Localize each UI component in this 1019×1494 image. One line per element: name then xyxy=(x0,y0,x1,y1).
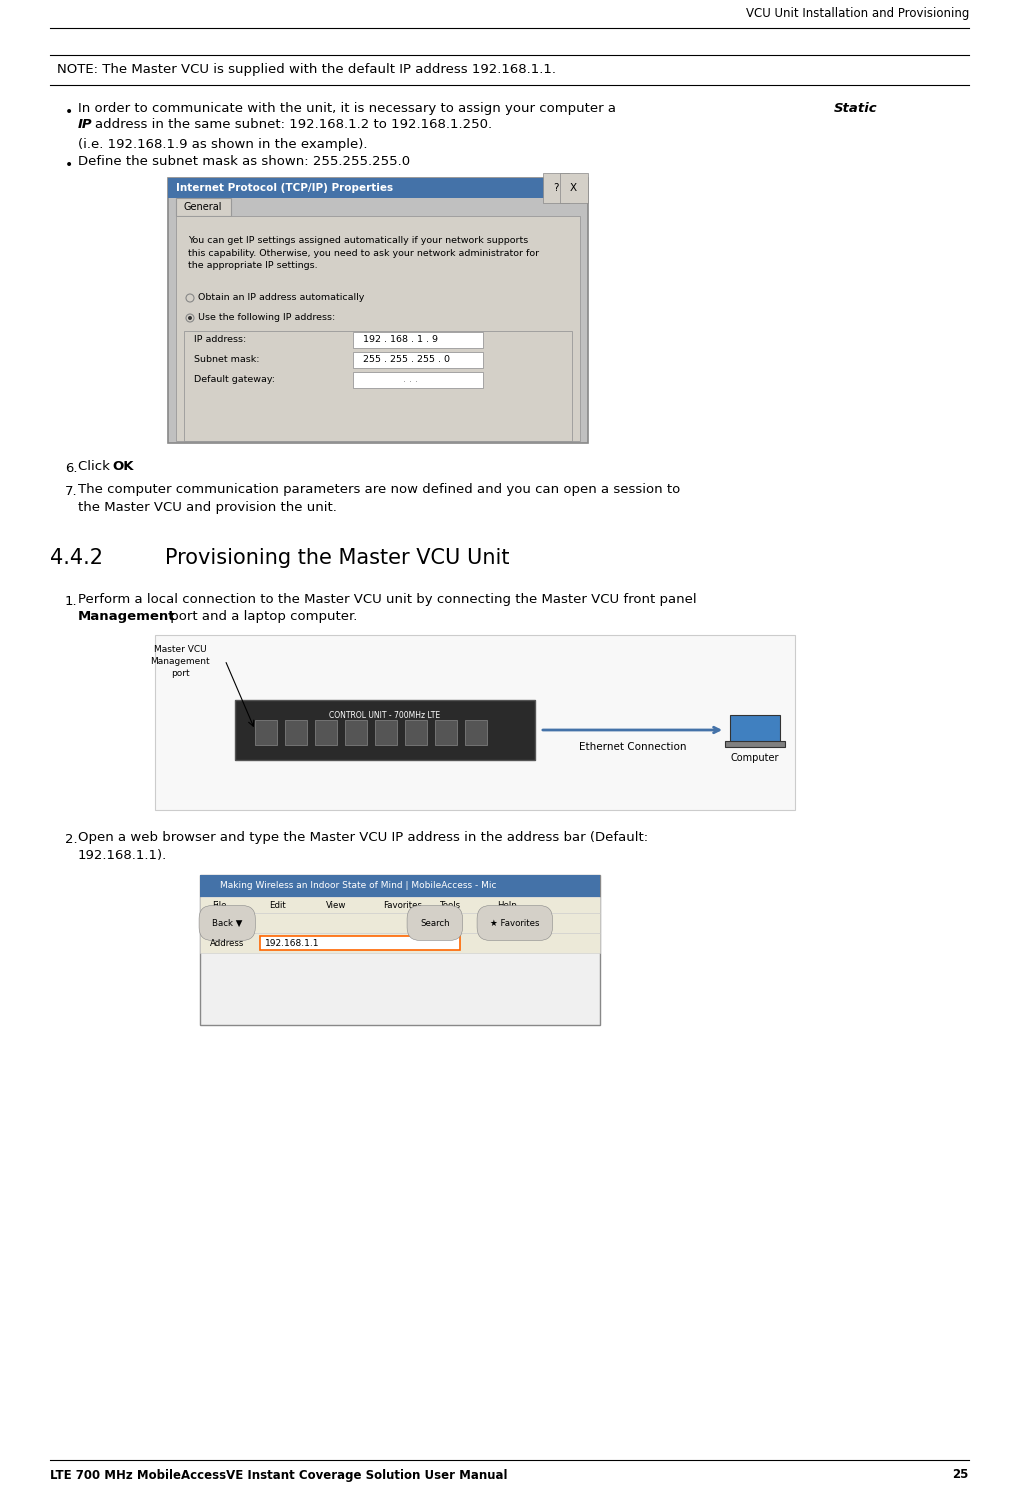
Bar xyxy=(435,720,457,746)
Bar xyxy=(255,720,277,746)
Text: Making Wireless an Indoor State of Mind | MobileAccess - Mic: Making Wireless an Indoor State of Mind … xyxy=(220,881,496,890)
Text: 255 . 255 . 255 . 0: 255 . 255 . 255 . 0 xyxy=(363,356,450,365)
Text: LTE 700 MHz MobileAccessVE Instant Coverage Solution User Manual: LTE 700 MHz MobileAccessVE Instant Cover… xyxy=(50,1469,507,1482)
Bar xyxy=(184,332,572,441)
Text: Use the following IP address:: Use the following IP address: xyxy=(198,314,335,323)
Text: Favorites: Favorites xyxy=(383,901,422,910)
Text: address in the same subnet: 192.168.1.2 to 192.168.1.250.: address in the same subnet: 192.168.1.2 … xyxy=(95,118,492,131)
Text: . . .: . . . xyxy=(403,375,418,384)
Bar xyxy=(235,701,535,760)
Bar xyxy=(200,913,600,932)
Text: port and a laptop computer.: port and a laptop computer. xyxy=(166,610,358,623)
Text: •: • xyxy=(65,105,73,120)
Text: Perform a local connection to the Master VCU unit by connecting the Master VCU f: Perform a local connection to the Master… xyxy=(78,593,697,607)
Text: VCU Unit Installation and Provisioning: VCU Unit Installation and Provisioning xyxy=(746,7,969,21)
Text: 25: 25 xyxy=(953,1469,969,1482)
Text: You can get IP settings assigned automatically if your network supports
this cap: You can get IP settings assigned automat… xyxy=(187,236,539,270)
Text: View: View xyxy=(326,901,346,910)
Text: Click: Click xyxy=(78,460,114,474)
FancyBboxPatch shape xyxy=(168,178,588,444)
Bar xyxy=(465,720,487,746)
Bar xyxy=(730,716,780,743)
Text: (i.e. 192.168.1.9 as shown in the example).: (i.e. 192.168.1.9 as shown in the exampl… xyxy=(78,137,368,151)
Text: Define the subnet mask as shown: 255.255.255.0: Define the subnet mask as shown: 255.255… xyxy=(78,155,410,167)
FancyBboxPatch shape xyxy=(176,199,231,217)
Bar xyxy=(353,332,483,348)
Text: Static: Static xyxy=(834,102,877,115)
Bar xyxy=(353,353,483,368)
Text: Search: Search xyxy=(420,919,449,928)
Bar xyxy=(375,720,397,746)
Text: X: X xyxy=(570,182,577,193)
Bar xyxy=(168,178,588,199)
Text: Help: Help xyxy=(497,901,517,910)
Text: Provisioning the Master VCU Unit: Provisioning the Master VCU Unit xyxy=(165,548,510,568)
Text: 192.168.1.1: 192.168.1.1 xyxy=(265,938,320,947)
Text: ★ Favorites: ★ Favorites xyxy=(490,919,539,928)
Text: Obtain an IP address automatically: Obtain an IP address automatically xyxy=(198,293,365,302)
Text: .: . xyxy=(130,460,135,474)
Text: 7.: 7. xyxy=(65,486,77,498)
Text: OK: OK xyxy=(112,460,133,474)
Bar xyxy=(345,720,367,746)
Bar xyxy=(155,635,795,810)
Bar xyxy=(260,937,460,950)
Text: Default gateway:: Default gateway: xyxy=(194,375,275,384)
Text: The computer communication parameters are now defined and you can open a session: The computer communication parameters ar… xyxy=(78,483,681,514)
Text: General: General xyxy=(183,202,222,212)
Bar xyxy=(315,720,337,746)
Text: 1.: 1. xyxy=(65,595,77,608)
FancyBboxPatch shape xyxy=(200,875,600,1025)
Text: Edit: Edit xyxy=(269,901,285,910)
Text: ?: ? xyxy=(553,182,558,193)
Text: In order to communicate with the unit, it is necessary to assign your computer a: In order to communicate with the unit, i… xyxy=(78,102,621,115)
Text: 6.: 6. xyxy=(65,462,77,475)
Text: IP address:: IP address: xyxy=(194,336,247,345)
Text: IP: IP xyxy=(78,118,93,131)
Bar xyxy=(200,932,600,953)
Text: 192 . 168 . 1 . 9: 192 . 168 . 1 . 9 xyxy=(363,336,438,345)
Text: Ethernet Connection: Ethernet Connection xyxy=(579,743,686,751)
Text: Computer: Computer xyxy=(731,753,780,763)
Bar xyxy=(200,875,600,896)
Text: File: File xyxy=(212,901,226,910)
Text: Back ▼: Back ▼ xyxy=(212,919,243,928)
Text: Management: Management xyxy=(78,610,175,623)
Bar xyxy=(353,372,483,388)
Bar xyxy=(725,741,785,747)
Bar xyxy=(285,720,307,746)
Text: Address: Address xyxy=(210,938,245,947)
Text: Open a web browser and type the Master VCU IP address in the address bar (Defaul: Open a web browser and type the Master V… xyxy=(78,831,648,862)
Text: Subnet mask:: Subnet mask: xyxy=(194,356,260,365)
Text: NOTE: The Master VCU is supplied with the default IP address 192.168.1.1.: NOTE: The Master VCU is supplied with th… xyxy=(57,64,556,76)
Text: 4.4.2: 4.4.2 xyxy=(50,548,103,568)
Text: •: • xyxy=(65,158,73,172)
Text: 2.: 2. xyxy=(65,834,77,846)
Bar xyxy=(405,720,427,746)
Text: Internet Protocol (TCP/IP) Properties: Internet Protocol (TCP/IP) Properties xyxy=(176,182,393,193)
Text: Master VCU
Management
port: Master VCU Management port xyxy=(150,645,210,678)
Text: CONTROL UNIT - 700MHz LTE: CONTROL UNIT - 700MHz LTE xyxy=(329,711,440,720)
Bar xyxy=(176,217,580,441)
Text: Tools: Tools xyxy=(440,901,462,910)
Circle shape xyxy=(187,317,192,320)
Bar xyxy=(200,896,600,913)
